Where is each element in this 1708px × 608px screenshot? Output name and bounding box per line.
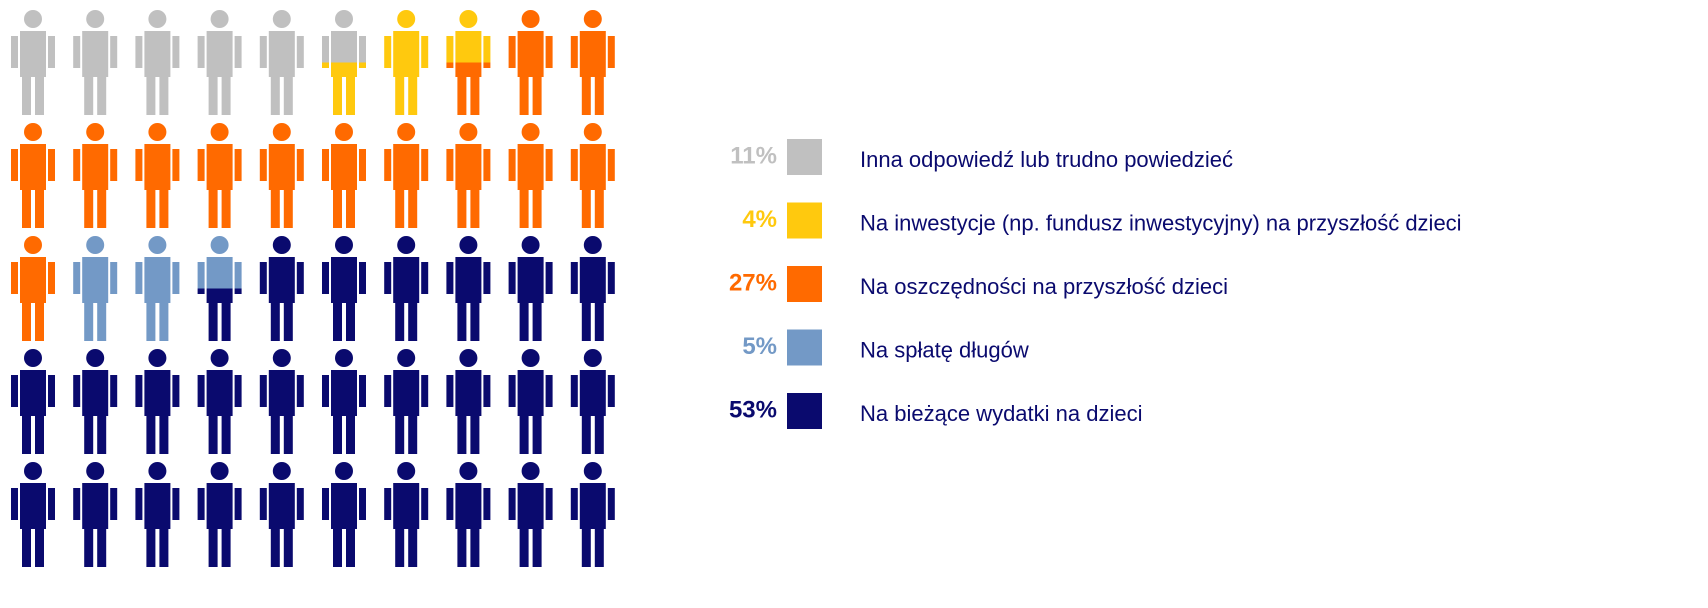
person-icon [197,10,242,115]
legend-value: 27% [729,269,777,296]
person-icon [508,10,553,115]
person-icon [135,236,180,341]
legend-label: Inna odpowiedź lub trudno powiedzieć [860,147,1233,172]
legend-label: Na spłatę długów [860,337,1029,362]
person-icon [11,349,55,454]
person-icon [384,10,429,115]
person-icon [446,123,491,228]
person-icon [322,10,366,63]
person-icon [446,236,491,341]
person-icon [322,349,366,454]
legend-swatch [787,329,822,366]
person-icon [135,10,180,115]
person-icon [508,123,553,228]
person-icon [259,123,304,228]
person-icon [259,10,304,115]
person-icon [73,349,118,454]
legend-value: 11% [730,142,777,169]
person-icon [570,349,615,454]
person-icon [197,462,242,567]
person-icon [384,349,429,454]
legend-swatch [787,202,822,239]
legend-label: Na inwestycje (np. fundusz inwestycyjny)… [860,210,1462,235]
person-icon [259,349,304,454]
legend-label: Na bieżące wydatki na dzieci [860,401,1142,426]
person-icon [570,123,615,228]
person-icon [384,462,429,567]
person-icon [135,123,180,228]
person-icon [11,462,55,567]
legend-value: 4% [742,206,777,233]
person-icon [197,123,242,228]
person-icon [384,123,429,228]
person-icon [73,123,118,228]
person-icon [197,349,242,454]
person-icon [73,462,118,567]
person-icon [508,349,553,454]
person-icon [135,349,180,454]
person-icon [446,10,491,63]
person-icon [197,288,242,341]
legend-value: 53% [729,396,777,423]
person-icon [259,462,304,567]
legend-swatch [787,266,822,302]
person-icon [135,462,180,567]
person-icon [11,10,55,115]
legend-swatch [787,393,822,429]
person-icon [11,123,55,228]
person-icon [446,462,491,567]
person-icon [384,236,429,341]
person-icon [73,236,118,341]
person-icon [322,462,366,567]
legend-label: Na oszczędności na przyszłość dzieci [860,274,1228,299]
person-icon [570,236,615,341]
person-icon [322,123,366,228]
person-icon [11,236,55,341]
person-icon [73,10,118,115]
person-icon [508,236,553,341]
legend-swatch [787,139,822,175]
person-icon [259,236,304,341]
person-icon [508,462,553,567]
person-icon [322,62,366,115]
person-icon [197,236,242,289]
person-icon [570,10,615,115]
person-icon [570,462,615,567]
person-icon [446,349,491,454]
person-icon [322,236,366,341]
person-icon [446,62,491,115]
legend-value: 5% [742,333,777,360]
